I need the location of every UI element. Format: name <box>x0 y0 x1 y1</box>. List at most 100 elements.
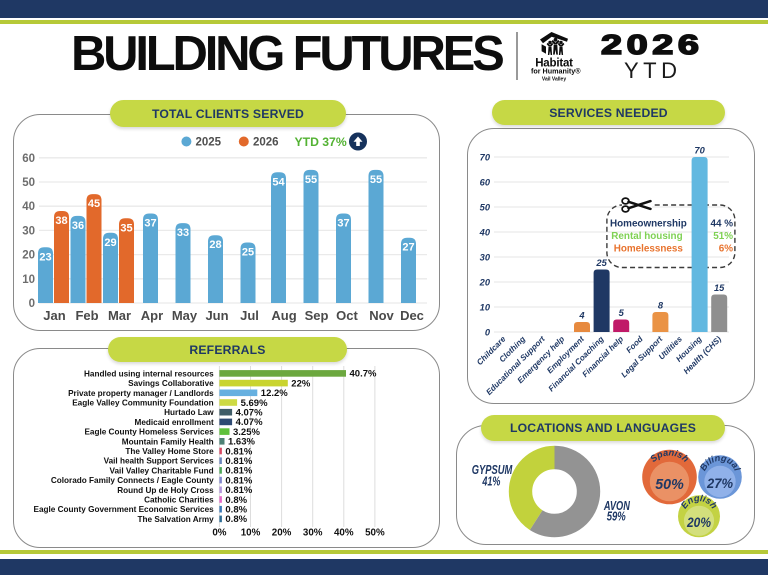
svg-text:Private property manager / Lan: Private property manager / Landlords <box>68 389 214 398</box>
svg-text:28: 28 <box>209 239 221 251</box>
svg-text:Habitat: Habitat <box>535 57 573 69</box>
svg-text:12.2%: 12.2% <box>261 388 288 399</box>
svg-text:Colorado Family Connects / Eag: Colorado Family Connects / Eagle County <box>51 476 214 485</box>
svg-text:55: 55 <box>305 174 317 186</box>
svg-text:Vail health Support Services: Vail health Support Services <box>104 457 215 466</box>
svg-text:0.81%: 0.81% <box>225 485 252 496</box>
svg-text:0: 0 <box>29 298 35 310</box>
svg-text:41%: 41% <box>482 474 501 488</box>
svg-text:10: 10 <box>480 302 491 312</box>
svg-text:36: 36 <box>72 220 84 232</box>
svg-text:37: 37 <box>144 218 156 230</box>
svg-text:for Humanity®: for Humanity® <box>531 66 581 75</box>
svg-text:The Salvation Army: The Salvation Army <box>138 515 215 524</box>
svg-text:2025: 2025 <box>196 137 222 149</box>
svg-text:5.69%: 5.69% <box>241 398 268 409</box>
svg-text:Hurtado Law: Hurtado Law <box>164 408 214 417</box>
svg-text:15: 15 <box>714 283 725 293</box>
svg-text:22%: 22% <box>291 378 311 389</box>
svg-text:8: 8 <box>658 301 664 311</box>
svg-text:Mountain Family Health: Mountain Family Health <box>122 437 214 446</box>
svg-text:Vail Valley Charitable Fund: Vail Valley Charitable Fund <box>109 466 213 475</box>
svg-text:27: 27 <box>402 242 414 254</box>
svg-text:40: 40 <box>22 201 35 213</box>
svg-text:Feb: Feb <box>75 308 98 323</box>
svg-text:50%: 50% <box>655 477 684 493</box>
svg-text:1.63%: 1.63% <box>228 437 255 448</box>
svg-text:25: 25 <box>595 258 607 268</box>
svg-text:20: 20 <box>479 277 491 287</box>
svg-text:59%: 59% <box>607 510 626 524</box>
svg-text:40.7%: 40.7% <box>350 369 377 380</box>
svg-text:Jun: Jun <box>205 308 228 323</box>
svg-text:10%: 10% <box>241 528 261 539</box>
svg-text:Spanish: Spanish <box>648 447 691 464</box>
svg-text:55: 55 <box>370 174 382 186</box>
svg-text:YTD 37%: YTD 37% <box>295 135 347 149</box>
svg-text:45: 45 <box>88 198 100 210</box>
svg-text:Sep: Sep <box>305 308 329 323</box>
svg-text:Homelessness: Homelessness <box>614 243 684 254</box>
svg-text:44 %: 44 % <box>710 219 733 230</box>
svg-text:Vail Valley: Vail Valley <box>542 77 566 83</box>
svg-text:30: 30 <box>480 252 491 262</box>
svg-text:70: 70 <box>694 146 705 156</box>
svg-text:33: 33 <box>177 227 189 239</box>
svg-text:Apr: Apr <box>141 308 163 323</box>
svg-text:60: 60 <box>480 177 491 187</box>
svg-text:20%: 20% <box>686 514 711 530</box>
svg-text:0.8%: 0.8% <box>225 505 247 516</box>
svg-text:50%: 50% <box>365 528 385 539</box>
svg-text:40: 40 <box>479 227 491 237</box>
svg-text:0.8%: 0.8% <box>225 514 247 525</box>
svg-text:Bilingual: Bilingual <box>698 453 743 473</box>
svg-text:35: 35 <box>120 222 132 234</box>
svg-text:30%: 30% <box>303 528 323 539</box>
svg-text:27%: 27% <box>706 475 733 491</box>
svg-text:0.81%: 0.81% <box>225 446 252 457</box>
svg-text:Oct: Oct <box>336 308 358 323</box>
svg-text:English: English <box>679 493 719 511</box>
svg-text:Eagle County Homeless Services: Eagle County Homeless Services <box>84 428 214 437</box>
svg-text:40%: 40% <box>334 528 354 539</box>
svg-text:54: 54 <box>272 176 285 188</box>
svg-text:70: 70 <box>480 152 491 162</box>
svg-text:Nov: Nov <box>369 308 394 323</box>
svg-text:4.07%: 4.07% <box>236 408 263 419</box>
svg-text:60: 60 <box>22 153 35 165</box>
svg-text:0.81%: 0.81% <box>225 466 252 477</box>
svg-text:Jul: Jul <box>240 308 259 323</box>
svg-text:Aug: Aug <box>271 308 296 323</box>
svg-text:38: 38 <box>55 215 67 227</box>
svg-text:May: May <box>172 308 198 323</box>
svg-text:3.25%: 3.25% <box>233 427 260 438</box>
svg-text:Round Up de Holy Cross: Round Up de Holy Cross <box>117 486 214 495</box>
svg-text:6%: 6% <box>719 243 733 254</box>
svg-text:29: 29 <box>104 237 116 249</box>
svg-text:Jan: Jan <box>43 308 65 323</box>
svg-text:30: 30 <box>22 225 35 237</box>
svg-text:20: 20 <box>22 250 35 262</box>
svg-text:Dec: Dec <box>400 308 424 323</box>
svg-text:0: 0 <box>485 327 491 337</box>
svg-text:10: 10 <box>22 274 35 286</box>
svg-text:0.8%: 0.8% <box>225 495 247 506</box>
svg-text:GYPSUM: GYPSUM <box>472 463 513 477</box>
svg-text:Eagle County Government Econom: Eagle County Government Economic Service… <box>34 505 215 514</box>
svg-text:50: 50 <box>22 177 35 189</box>
svg-text:0.81%: 0.81% <box>225 475 252 486</box>
svg-text:0.81%: 0.81% <box>225 456 252 467</box>
svg-text:37: 37 <box>337 218 349 230</box>
svg-text:4: 4 <box>578 311 585 321</box>
svg-text:AVON: AVON <box>603 499 630 513</box>
svg-text:50: 50 <box>480 202 491 212</box>
svg-text:5: 5 <box>619 308 625 318</box>
svg-text:Mar: Mar <box>108 308 131 323</box>
svg-text:23: 23 <box>39 251 51 263</box>
svg-text:0%: 0% <box>212 528 226 539</box>
svg-text:Catholic Charities: Catholic Charities <box>144 496 214 505</box>
svg-text:25: 25 <box>242 247 254 259</box>
svg-text:Handled using internal resourc: Handled using internal resources <box>84 369 214 378</box>
svg-text:51%: 51% <box>713 231 733 242</box>
svg-text:20%: 20% <box>272 528 292 539</box>
